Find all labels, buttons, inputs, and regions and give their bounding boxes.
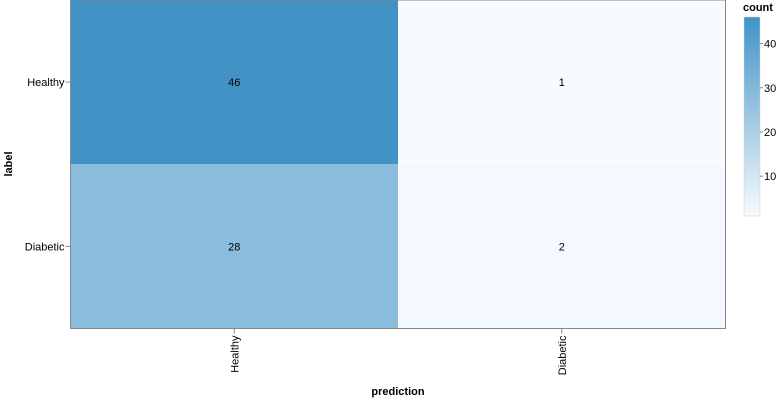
x-axis-title: prediction [371, 386, 424, 398]
y-axis: label Healthy Diabetic [3, 77, 71, 253]
legend-tick-label: 10 [764, 171, 776, 183]
legend-title: count [743, 2, 773, 14]
cell-value-label: 46 [228, 77, 240, 89]
x-axis: prediction Healthy Diabetic [229, 328, 569, 398]
legend-gradient-bar [743, 16, 761, 217]
heatmap-cell [398, 0, 726, 165]
y-tick-label: Healthy [27, 77, 65, 89]
color-legend: count 10 20 30 40 [743, 2, 776, 217]
legend-tick-label: 20 [764, 127, 776, 139]
x-tick-label: Diabetic [557, 335, 569, 375]
heatmap-cells: 46 1 28 2 [70, 0, 726, 329]
cell-value-label: 2 [559, 241, 565, 253]
cell-value-label: 28 [228, 241, 240, 253]
x-tick-label: Healthy [229, 335, 241, 373]
y-axis-title: label [3, 151, 15, 176]
heatmap-cell [70, 0, 398, 165]
heatmap-cell [70, 164, 398, 329]
heatmap-cell [398, 164, 726, 329]
legend-tick-label: 40 [764, 39, 776, 51]
cell-value-label: 1 [559, 77, 565, 89]
y-tick-label: Diabetic [25, 241, 65, 253]
plot-frame [70, 0, 726, 329]
legend-tick-label: 30 [764, 83, 776, 95]
